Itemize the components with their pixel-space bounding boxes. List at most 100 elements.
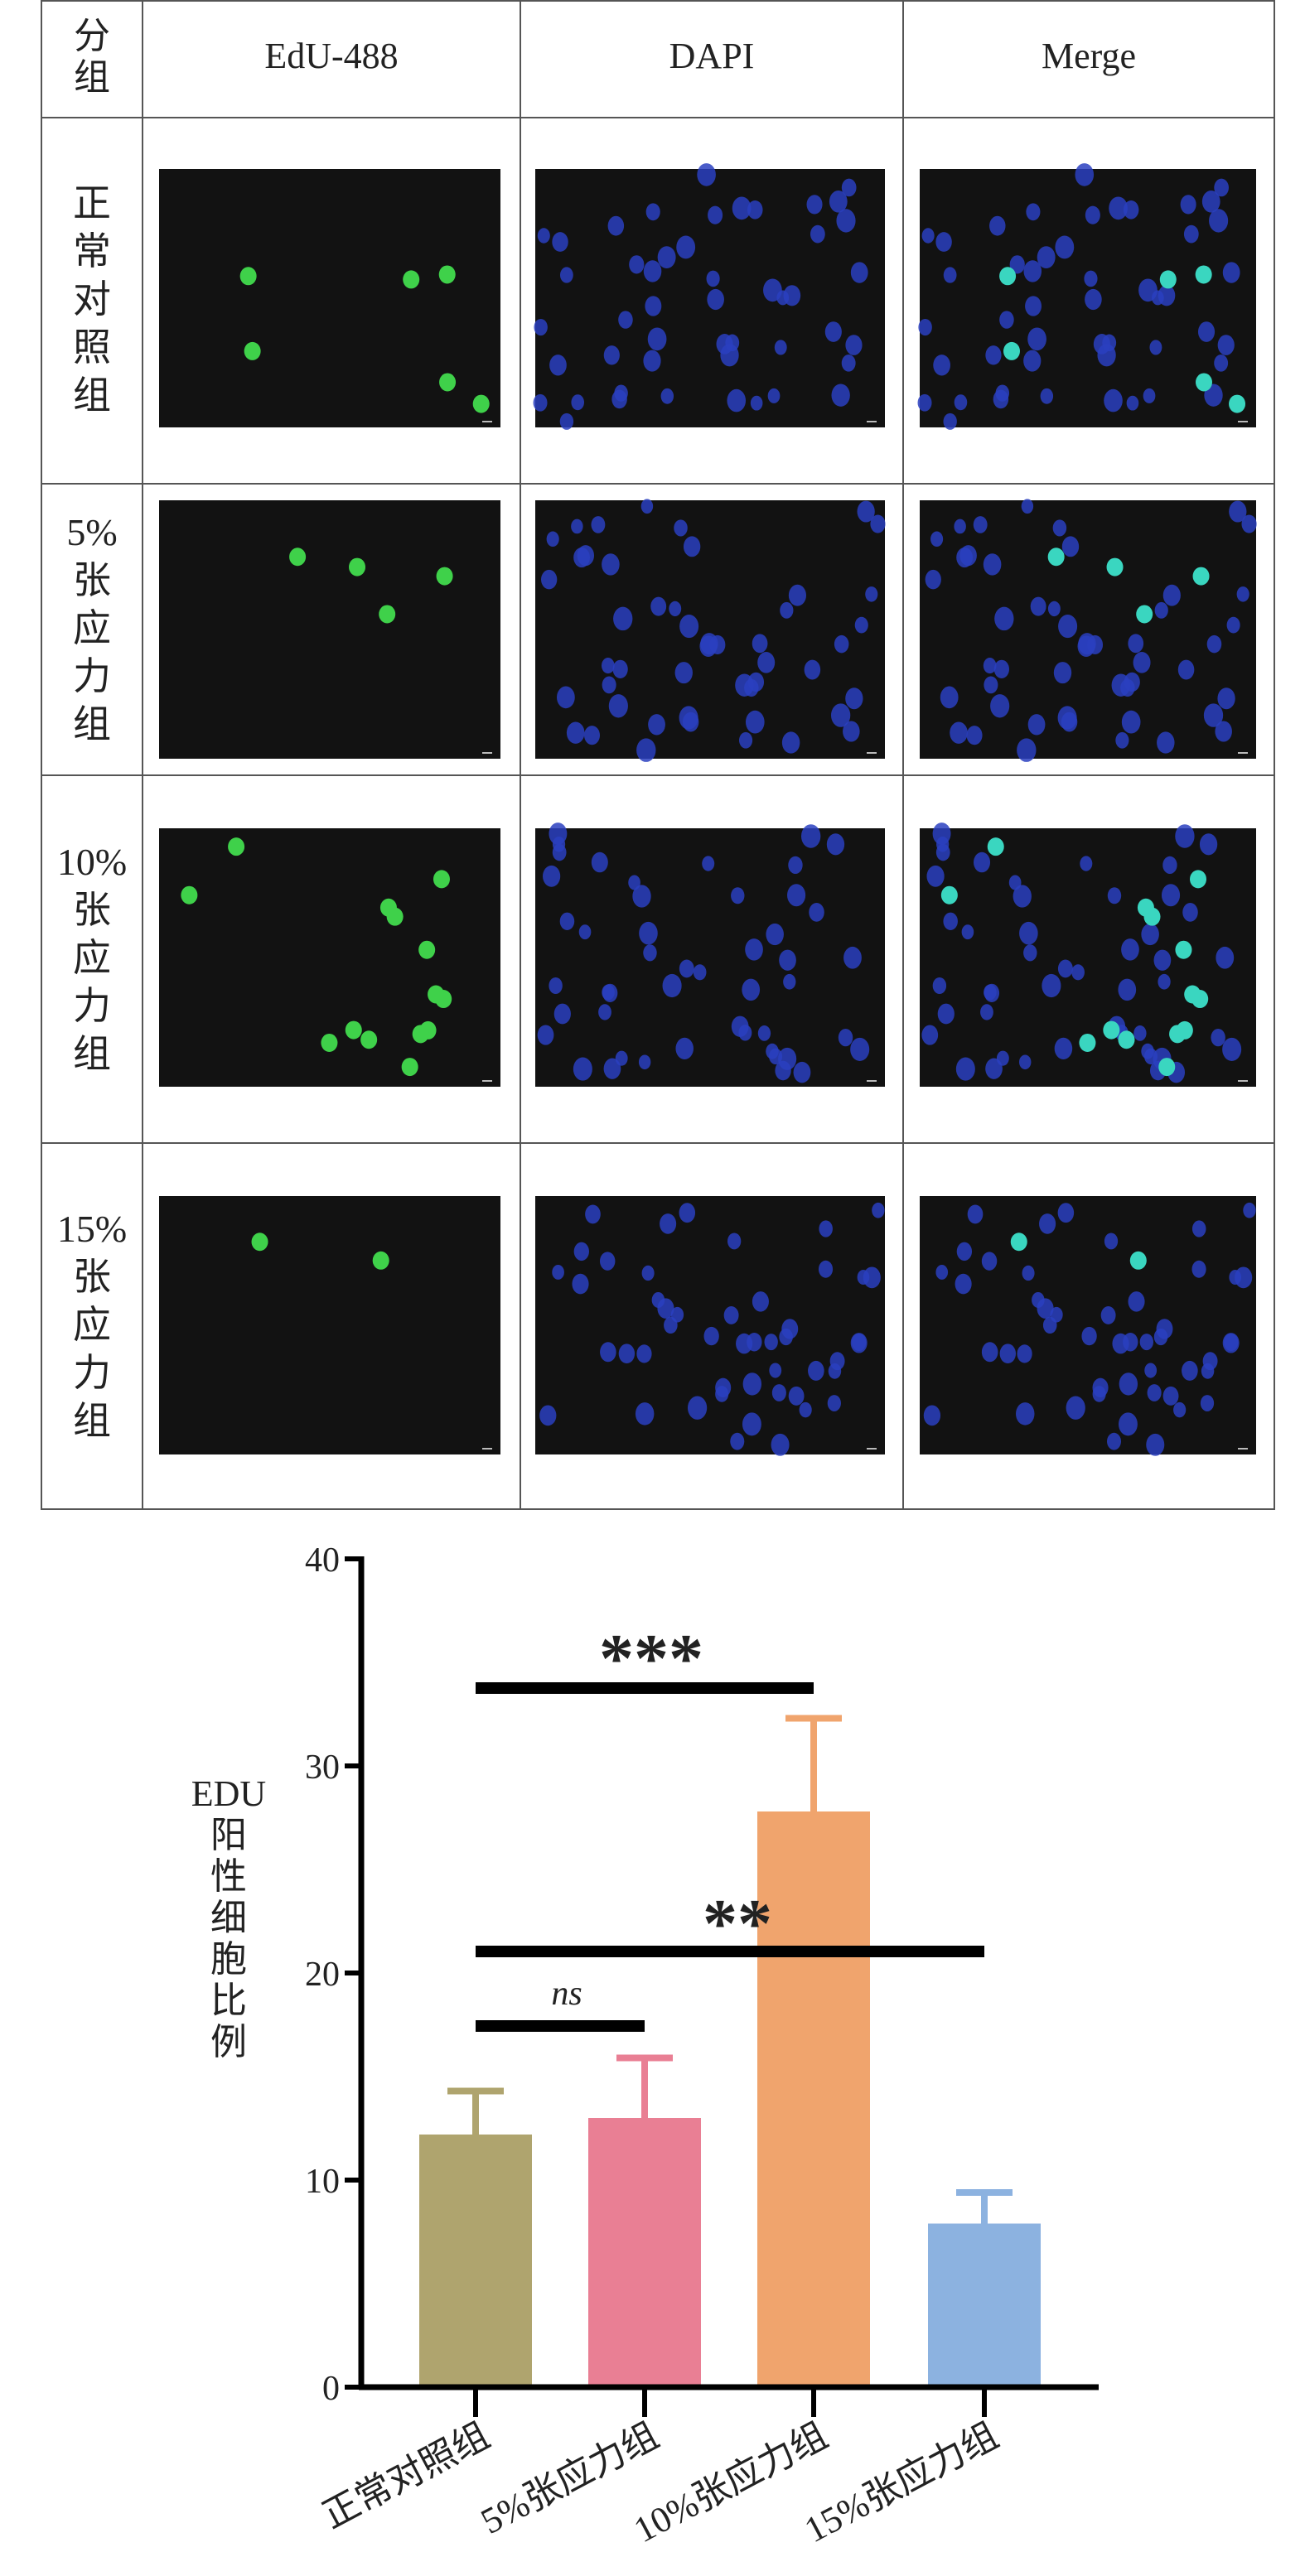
nucleus <box>937 1003 955 1025</box>
nucleus <box>1057 1203 1075 1223</box>
nucleus <box>1209 209 1229 233</box>
nucleus <box>1106 1432 1122 1450</box>
nucleus <box>552 232 568 252</box>
nucleus <box>940 686 959 709</box>
nucleus <box>539 1405 557 1426</box>
nucleus <box>559 267 573 283</box>
nucleus <box>1158 973 1171 990</box>
nucleus <box>1085 288 1102 311</box>
nucleus <box>850 262 868 283</box>
nucleus <box>602 983 618 1003</box>
nucleus <box>1191 1260 1206 1278</box>
nucleus <box>1128 1291 1145 1312</box>
nucleus <box>573 1057 592 1081</box>
edu-nucleus <box>412 1025 429 1044</box>
nucleus <box>1139 1334 1154 1351</box>
table-border <box>41 0 1275 1510</box>
edu-nucleus <box>349 557 366 576</box>
nucleus <box>1153 949 1172 971</box>
edu-nucleus <box>438 265 456 284</box>
edu-nucleus <box>433 870 450 889</box>
edu-nucleus <box>1118 1030 1135 1049</box>
nucleus <box>1144 1363 1158 1378</box>
nucleus <box>1151 290 1164 306</box>
nucleus <box>1107 887 1122 904</box>
nucleus <box>614 384 628 402</box>
nucleus <box>1241 514 1257 533</box>
nucleus <box>1156 1319 1173 1339</box>
nucleus <box>571 519 583 534</box>
nucleus <box>925 569 941 590</box>
nucleus <box>662 973 682 998</box>
nucleus <box>980 1004 993 1020</box>
nucleus <box>788 1386 805 1406</box>
nucleus <box>829 191 848 213</box>
row-label: 正常对照组 <box>73 182 111 417</box>
nucleus <box>826 833 845 856</box>
scale-bar <box>482 1080 492 1082</box>
nucleus <box>827 1395 841 1411</box>
nucleus <box>607 215 625 236</box>
nucleus <box>1019 1054 1032 1070</box>
nucleus <box>989 215 1006 236</box>
nucleus <box>1030 596 1046 616</box>
nucleus <box>739 731 753 749</box>
nucleus <box>872 1202 885 1218</box>
nucleus <box>1216 946 1235 969</box>
edu-nucleus <box>1190 870 1207 889</box>
nucleus <box>679 615 699 639</box>
nucleus <box>738 1025 752 1041</box>
nucleus <box>598 1004 611 1020</box>
nucleus <box>541 569 558 590</box>
nucleus <box>766 923 784 946</box>
nucleus <box>771 1384 786 1401</box>
nucleus <box>730 1432 745 1450</box>
y-axis-label: EDU 阳性细胞比例 <box>191 1773 266 2062</box>
column-header: Merge <box>1042 36 1136 76</box>
nucleus <box>788 856 803 875</box>
nucleus <box>723 1305 739 1324</box>
scale-bar <box>867 1448 877 1450</box>
row-label: 15%张应力组 <box>57 1208 127 1442</box>
nucleus <box>956 1242 973 1261</box>
nucleus <box>1037 1298 1054 1319</box>
nucleus <box>612 659 628 679</box>
nucleus <box>930 531 944 548</box>
row-label: 5%张应力组 <box>66 511 117 745</box>
edu-nucleus <box>1010 1233 1027 1252</box>
nucleus <box>635 1402 655 1425</box>
nucleus <box>1066 1396 1085 1420</box>
edu-nucleus <box>1003 341 1020 360</box>
table-grid <box>41 0 1275 1510</box>
nucleus <box>933 355 950 376</box>
nucleus <box>1019 921 1038 945</box>
nucleus <box>863 1266 881 1289</box>
nucleus <box>1025 296 1042 316</box>
edu-nucleus <box>987 837 1004 856</box>
nucleus <box>1162 1386 1179 1406</box>
edu-nucleus <box>1158 1058 1176 1077</box>
x-tick-label: 正常对照组 <box>316 2415 495 2537</box>
nucleus <box>799 1401 812 1418</box>
nucleus <box>776 290 790 306</box>
nucleus <box>1146 1433 1165 1456</box>
nucleus <box>1061 712 1078 732</box>
nucleus <box>1023 350 1042 372</box>
edu-nucleus <box>239 267 257 286</box>
scale-bar <box>1238 421 1248 422</box>
nucleus <box>921 228 935 244</box>
column-header: 分组 <box>74 16 110 98</box>
nucleus <box>628 875 640 890</box>
nucleus <box>1047 601 1061 617</box>
nucleus <box>1118 978 1137 1001</box>
nucleus <box>838 1028 853 1047</box>
nucleus <box>1119 1372 1138 1396</box>
edu-nucleus <box>1103 1020 1120 1040</box>
nucleus <box>641 1265 655 1281</box>
edu-nucleus <box>360 1030 378 1049</box>
nucleus <box>1023 260 1042 282</box>
edu-nucleus <box>228 837 245 856</box>
nucleus <box>999 1343 1016 1364</box>
nucleus <box>1123 1333 1138 1352</box>
